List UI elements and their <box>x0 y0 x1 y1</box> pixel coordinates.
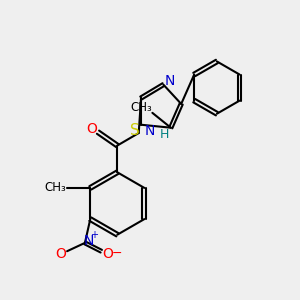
Text: N: N <box>165 74 175 88</box>
Text: S: S <box>130 123 140 138</box>
Text: CH₃: CH₃ <box>130 101 152 114</box>
Text: O: O <box>55 247 66 261</box>
Text: H: H <box>160 128 170 141</box>
Text: N: N <box>145 124 155 138</box>
Text: −: − <box>112 247 122 260</box>
Text: +: + <box>90 230 98 240</box>
Text: O: O <box>86 122 97 136</box>
Text: CH₃: CH₃ <box>44 182 66 194</box>
Text: O: O <box>102 247 113 261</box>
Text: N: N <box>83 233 94 248</box>
